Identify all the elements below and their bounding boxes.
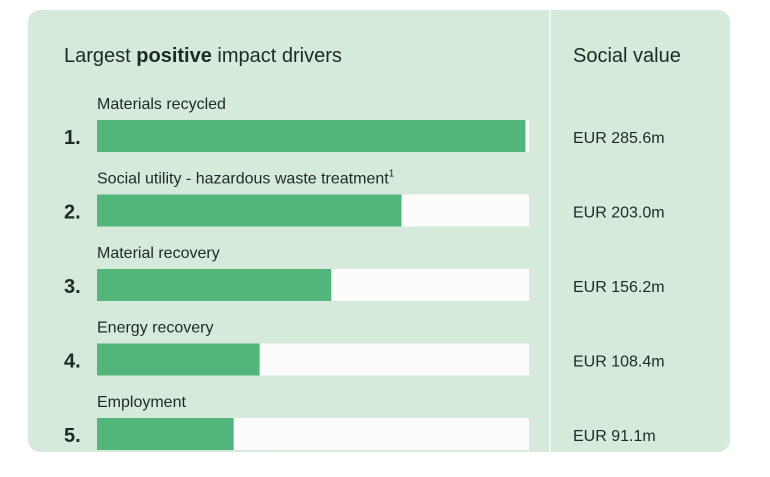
title-part: Largest <box>64 45 136 67</box>
bar <box>97 269 332 301</box>
bar <box>97 194 402 227</box>
category-label: Employment <box>97 394 186 411</box>
value-label: EUR 285.6m <box>573 130 665 147</box>
category-name: Material recovery <box>97 245 220 262</box>
category-label: Materials recycled <box>97 96 226 113</box>
bar <box>97 120 526 152</box>
category-label: Energy recovery <box>97 320 214 337</box>
category-name: Employment <box>97 394 186 411</box>
title-emphasis: positive <box>136 45 212 67</box>
rank: 1. <box>64 127 81 149</box>
title-part: impact drivers <box>212 45 342 67</box>
rank: 5. <box>64 425 81 447</box>
category-label: Social utility - hazardous waste treatme… <box>97 169 395 188</box>
rank: 2. <box>64 202 81 224</box>
category-name: Energy recovery <box>97 320 214 337</box>
value-label: EUR 108.4m <box>573 354 665 371</box>
value-label: EUR 203.0m <box>573 205 665 222</box>
bar <box>97 343 260 376</box>
value-label: EUR 91.1m <box>573 428 656 445</box>
rank: 3. <box>64 276 81 298</box>
chart-title: Largest positive impact drivers <box>64 45 342 67</box>
column-header: Social value <box>573 45 681 67</box>
bar <box>97 418 234 450</box>
value-label: EUR 156.2m <box>573 279 665 296</box>
category-name: Materials recycled <box>97 96 226 113</box>
category-name: Social utility - hazardous waste treatme… <box>97 171 389 188</box>
footnote-mark: 1 <box>389 169 395 180</box>
card <box>28 10 730 452</box>
category-label: Material recovery <box>97 245 220 262</box>
rank: 4. <box>64 351 81 373</box>
